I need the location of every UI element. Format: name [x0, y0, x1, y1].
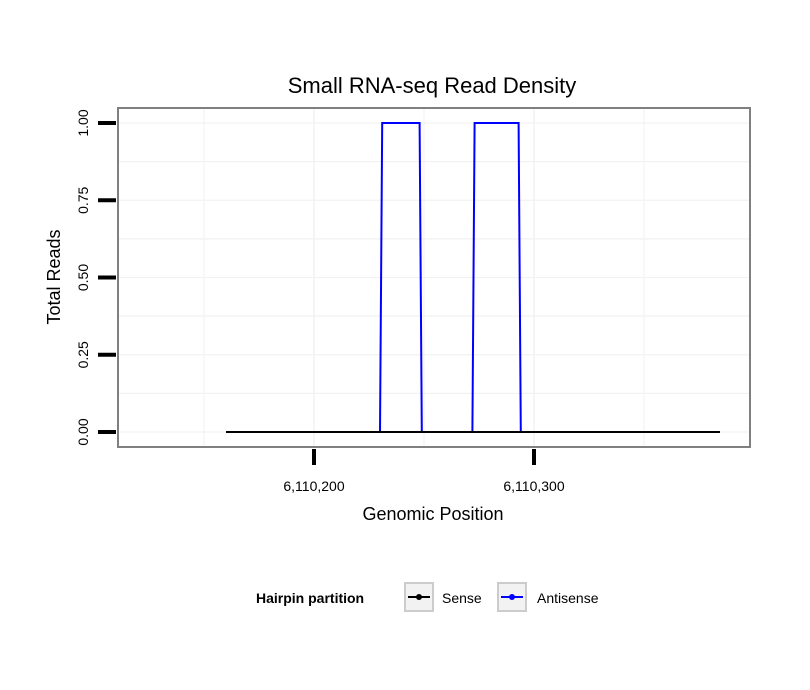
y-tick-label: 0.00: [75, 418, 91, 445]
plot-panel-border: [117, 107, 751, 448]
x-tick-label: 6,110,300: [503, 478, 564, 494]
data-series: [226, 122, 720, 433]
y-tick-label: 1.00: [75, 109, 91, 136]
legend: Hairpin partition Sense Antisense: [256, 582, 599, 612]
legend-label-sense: Sense: [442, 590, 482, 606]
legend-item-antisense: Antisense: [497, 582, 599, 612]
y-axis-title: Total Reads: [44, 229, 64, 324]
x-axis-ticks: 6,110,200 6,110,300: [283, 449, 565, 494]
legend-point-sense: [416, 594, 422, 600]
y-tick-label: 0.25: [75, 341, 91, 368]
legend-title: Hairpin partition: [256, 590, 364, 606]
chart-title: Small RNA-seq Read Density: [288, 73, 577, 98]
x-tick-label: 6,110,200: [283, 478, 344, 494]
y-axis-ticks: 0.00 0.25 0.50 0.75 1.00: [75, 109, 116, 446]
legend-label-antisense: Antisense: [537, 590, 599, 606]
legend-item-sense: Sense: [404, 582, 482, 612]
legend-point-antisense: [509, 594, 515, 600]
x-axis-title: Genomic Position: [362, 504, 503, 524]
y-tick-label: 0.50: [75, 264, 91, 291]
y-tick-label: 0.75: [75, 186, 91, 213]
grid-lines: [118, 108, 750, 447]
